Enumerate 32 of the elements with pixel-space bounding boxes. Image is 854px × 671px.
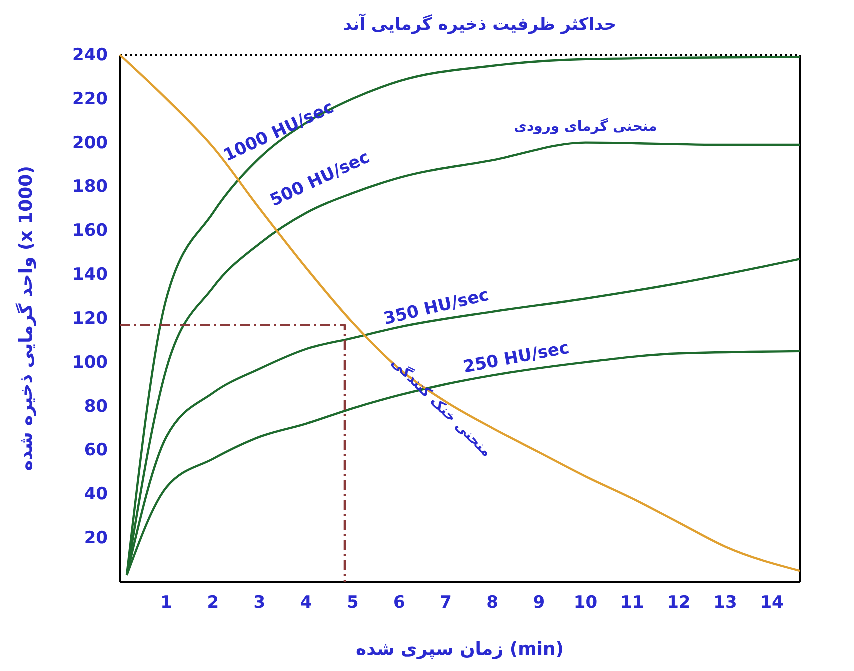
x-tick-label: 12 <box>667 593 691 614</box>
y-tick-label: 120 <box>72 308 108 329</box>
x-tick-label: 10 <box>574 593 598 614</box>
text: 350 HU/sec <box>382 285 492 330</box>
x-tick-label: 6 <box>394 593 406 614</box>
y-tick-label: 220 <box>72 89 108 110</box>
text: 250 HU/sec <box>462 338 572 378</box>
x-tick-label: 8 <box>486 593 499 614</box>
x-tick-label: 3 <box>254 593 266 614</box>
y-tick-label: 20 <box>84 528 108 549</box>
y-tick-label: 200 <box>72 133 108 154</box>
y-tick-label: 100 <box>72 352 108 373</box>
x-axis-title: زمان سپری شده (min) <box>356 639 564 660</box>
x-tick-label: 1 <box>160 593 172 614</box>
x-tick-label: 2 <box>207 593 220 614</box>
y-tick-label: 80 <box>84 396 108 417</box>
x-tick-label: 7 <box>440 593 452 614</box>
x-tick-label: 14 <box>760 593 784 614</box>
chart-title: حداکثر ظرفیت ذخیره گرمایی آند <box>343 13 617 35</box>
annotation: منحنی گرمای ورودی <box>514 118 658 135</box>
x-tick-label: 13 <box>714 593 738 614</box>
x-tick-label: 5 <box>346 593 359 614</box>
y-tick-label: 160 <box>72 221 108 242</box>
x-tick-label: 9 <box>533 593 546 614</box>
y-axis-title: واحد گرمایی ذخیره شده (x 1000) <box>15 166 37 471</box>
y-tick-label: 240 <box>72 45 108 66</box>
x-tick-label: 4 <box>300 593 312 614</box>
y-tick-label: 60 <box>84 440 108 461</box>
y-tick-label: 140 <box>72 265 108 286</box>
y-tick-label: 180 <box>72 177 108 198</box>
y-tick-label: 40 <box>84 484 108 505</box>
x-tick-label: 11 <box>620 593 644 614</box>
